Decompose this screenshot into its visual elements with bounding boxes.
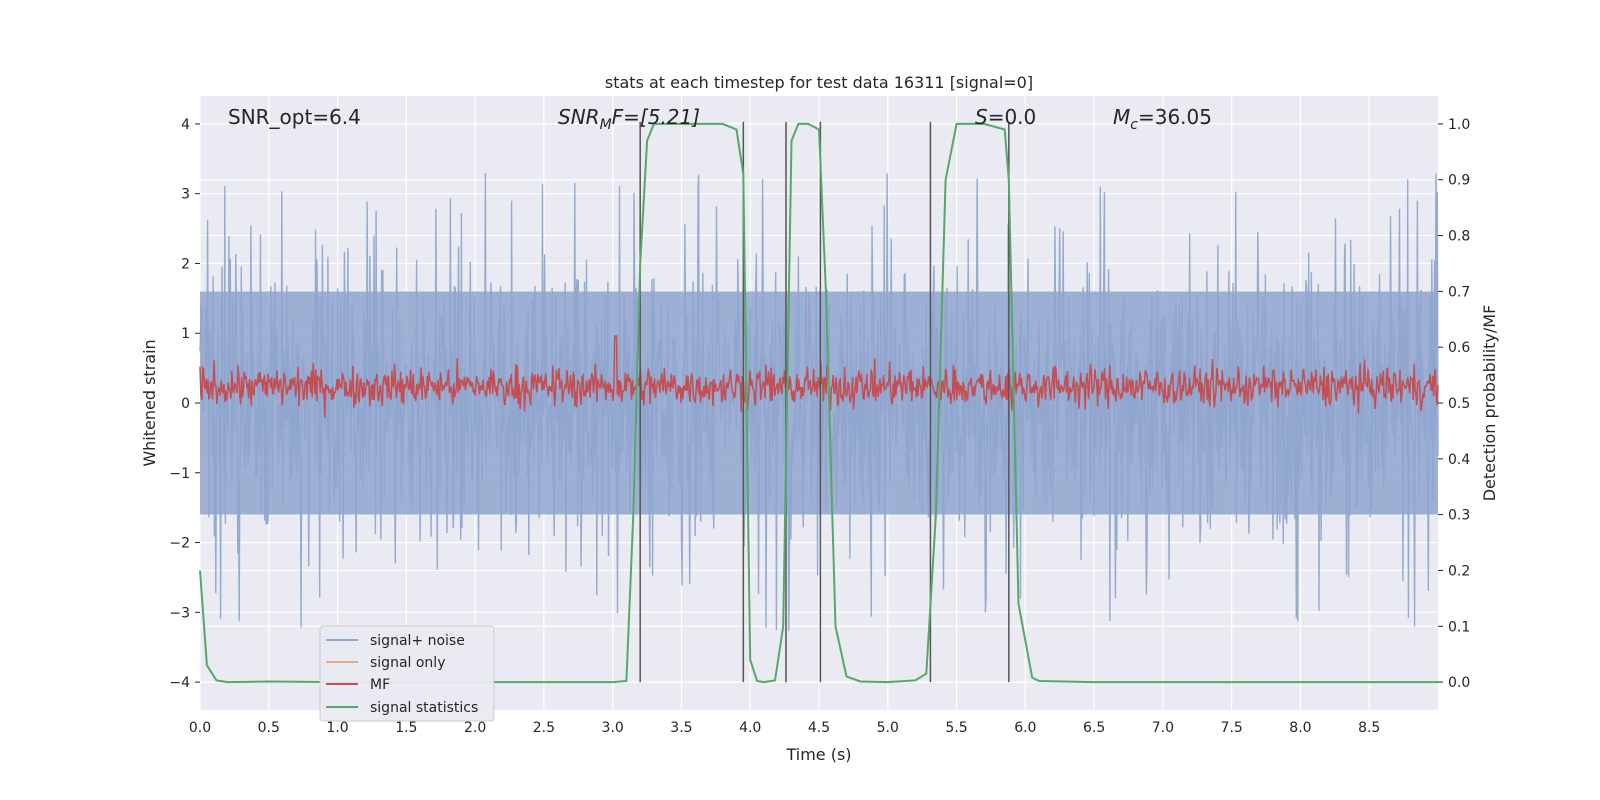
legend-label-mf: MF xyxy=(370,677,390,693)
x-tick-label: 1.5 xyxy=(395,720,417,736)
signal-statistics-series xyxy=(199,122,1438,684)
signal-statistics-line xyxy=(199,122,1438,684)
annotation-mc: Mc=36.05 xyxy=(1113,105,1212,133)
y-left-tick-label: −1 xyxy=(169,466,190,482)
x-tick-label: 0.0 xyxy=(189,720,211,736)
signal-noise-series xyxy=(199,172,1439,631)
annotation-s-main: S xyxy=(975,105,988,129)
y-left-tick-label: 0 xyxy=(181,396,190,412)
legend-label-signal-noise: signal+ noise xyxy=(370,633,465,649)
y-left-tick-label: −4 xyxy=(169,675,190,691)
annotation-mc-rest: =36.05 xyxy=(1138,105,1212,129)
y-right-tick-label: 0.6 xyxy=(1448,340,1470,356)
legend-label-signal-statistics: signal statistics xyxy=(370,700,478,716)
x-tick-label: 8.5 xyxy=(1358,720,1380,736)
x-tick-label: 1.0 xyxy=(326,720,348,736)
x-tick-label: 4.5 xyxy=(808,720,830,736)
y-right-tick-label: 0.3 xyxy=(1448,508,1470,524)
legend-box xyxy=(319,625,495,722)
x-tick-label: 8.0 xyxy=(1289,720,1311,736)
y-right-tick-label: 0.4 xyxy=(1448,452,1470,468)
x-axis-ticks: 0.0 0.5 1.0 1.5 2.0 2.5 3.0 3.5 4.0 4.5 5.0 5.5 6.0 6… xyxy=(189,720,1380,736)
y-right-tick-label: 0.7 xyxy=(1448,284,1470,300)
y-right-tick-label: 0.2 xyxy=(1448,563,1470,579)
y-right-tick-label: 0.9 xyxy=(1448,173,1470,189)
x-tick-label: 6.5 xyxy=(1083,720,1105,736)
annotation-mc-sub: c xyxy=(1130,117,1138,133)
y-axis-left-ticks: −4 −3 −2 −1 0 1 2 3 4 xyxy=(169,117,200,691)
y-left-tick-label: −3 xyxy=(169,605,190,621)
y-right-tick-label: 0.5 xyxy=(1448,396,1470,412)
y-axis-right-label: Detection probability/MF xyxy=(1480,305,1499,502)
annotation-mc-main: M xyxy=(1113,105,1130,129)
legend-label-signal-only: signal only xyxy=(370,655,445,671)
x-tick-label: 6.0 xyxy=(1014,720,1036,736)
y-axis-left-label: Whitened strain xyxy=(140,339,159,466)
legend: signal+ noise signal only MF signal stat… xyxy=(319,625,495,722)
x-tick-label: 7.5 xyxy=(1221,720,1243,736)
annotation-snr-mf-main: SNR xyxy=(558,105,600,129)
x-tick-label: 3.0 xyxy=(602,720,624,736)
x-tick-label: 5.5 xyxy=(945,720,967,736)
y-right-tick-label: 0.8 xyxy=(1448,229,1470,245)
annotation-snr-mf-rest: F=[5.21] xyxy=(612,105,700,129)
mf-series xyxy=(199,335,1439,418)
annotation-s: S=0.0 xyxy=(975,105,1036,129)
y-left-tick-label: 4 xyxy=(181,117,190,133)
annotation-s-rest: =0.0 xyxy=(988,105,1037,129)
y-right-tick-label: 0.1 xyxy=(1448,619,1470,635)
x-tick-label: 2.0 xyxy=(464,720,486,736)
x-tick-label: 3.5 xyxy=(670,720,692,736)
mf-line xyxy=(199,335,1439,418)
annotation-snr-mf: SNRMF=[5.21] xyxy=(558,105,700,133)
x-tick-label: 4.0 xyxy=(739,720,761,736)
y-left-tick-label: 2 xyxy=(181,256,190,272)
x-tick-label: 0.5 xyxy=(258,720,280,736)
y-right-tick-label: 1.0 xyxy=(1448,117,1470,133)
y-left-tick-label: 3 xyxy=(181,187,190,203)
x-tick-label: 2.5 xyxy=(533,720,555,736)
x-tick-label: 7.0 xyxy=(1152,720,1174,736)
chart-title: stats at each timestep for test data 163… xyxy=(605,73,1033,92)
x-tick-label: 5.0 xyxy=(877,720,899,736)
signal-noise-band xyxy=(200,291,1438,515)
y-left-tick-label: 1 xyxy=(181,326,190,342)
y-right-tick-label: 0.0 xyxy=(1448,675,1470,691)
x-axis-label: Time (s) xyxy=(785,745,851,764)
annotation-snr-mf-sub: M xyxy=(600,117,612,133)
vertical-markers xyxy=(639,121,1010,683)
annotation-snr-opt: SNR_opt=6.4 xyxy=(228,105,361,129)
y-axis-right-ticks: 0.0 0.1 0.2 0.3 0.4 0.5 0.6 0.7 0.8 0.9 1.0 xyxy=(1438,117,1470,691)
y-left-tick-label: −2 xyxy=(169,536,190,552)
